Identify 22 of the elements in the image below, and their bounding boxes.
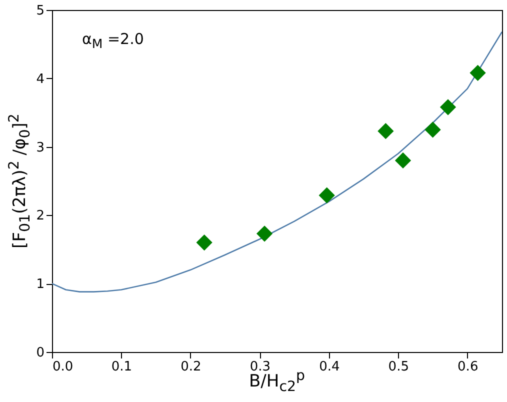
x-tick-label: 0.1 [111,360,132,374]
x-tick-label: 0.5 [388,360,409,374]
point [470,64,486,81]
point [196,234,212,251]
y-tick-label: 3 [36,140,44,156]
point [256,226,273,242]
point [394,152,412,169]
annotation: α$_{M}$ =2.0 [82,30,144,51]
y-tick-label: 2 [36,208,44,224]
line-series [52,31,502,292]
y-tick-label: 0 [36,346,44,360]
x-tick-label: 0.0 [52,360,74,374]
x-tick-label: 0.6 [458,360,478,374]
point [440,99,456,116]
point [318,187,335,204]
y-tick-label: 1 [36,277,44,292]
y-tick-label: 4 [36,72,44,87]
point [424,122,441,138]
point [378,123,394,140]
x-tick-label: 0.2 [180,360,202,374]
x-tick-label: 0.4 [319,360,340,374]
y-tick-label: 5 [36,4,44,18]
